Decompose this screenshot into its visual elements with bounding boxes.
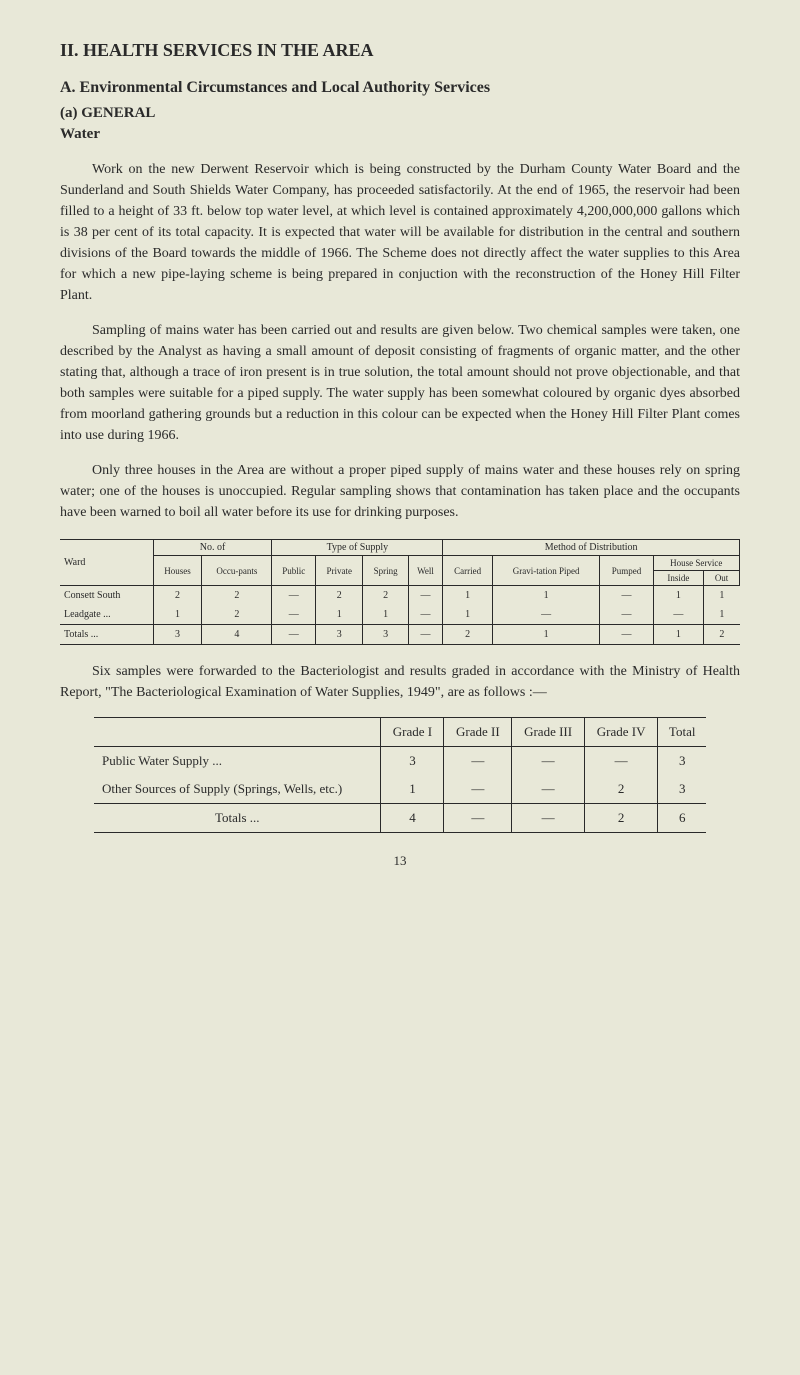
table-row: Consett South 2 2 — 2 2 — 1 1 — 1 1	[60, 586, 740, 606]
header-well: Well	[408, 556, 443, 586]
cell-out: 1	[704, 605, 740, 625]
cell-occupants: 4	[202, 625, 272, 645]
header-method: Method of Distribution	[443, 540, 740, 556]
cell-well: —	[408, 605, 443, 625]
section-title: II. HEALTH SERVICES IN THE AREA	[60, 40, 740, 61]
cell-g3: —	[512, 747, 585, 776]
cell-g1: 4	[381, 804, 444, 833]
cell-occupants: 2	[202, 605, 272, 625]
header-private: Private	[316, 556, 363, 586]
cell-carried: 1	[443, 605, 493, 625]
header-inside: Inside	[653, 571, 704, 586]
totals-row: Totals ... 3 4 — 3 3 — 2 1 — 1 2	[60, 625, 740, 645]
cell-pumped: —	[600, 605, 653, 625]
cell-ward: Consett South	[60, 586, 153, 606]
header-pumped: Pumped	[600, 556, 653, 586]
distribution-table: Ward No. of Type of Supply Method of Dis…	[60, 539, 740, 645]
cell-private: 2	[316, 586, 363, 606]
cell-spring: 2	[363, 586, 408, 606]
cell-private: 1	[316, 605, 363, 625]
cell-private: 3	[316, 625, 363, 645]
header-occupants: Occu-pants	[202, 556, 272, 586]
paragraph-3: Only three houses in the Area are withou…	[60, 460, 740, 523]
paragraph-4: Six samples were forwarded to the Bacter…	[60, 661, 740, 703]
header-house-service: House Service	[653, 556, 739, 571]
header-out: Out	[704, 571, 740, 586]
table-row: Other Sources of Supply (Springs, Wells,…	[94, 775, 706, 804]
cell-houses: 2	[153, 586, 202, 606]
cell-inside: 1	[653, 586, 704, 606]
subheading: Water	[60, 126, 740, 143]
cell-label: Other Sources of Supply (Springs, Wells,…	[94, 775, 381, 804]
cell-inside: 1	[653, 625, 704, 645]
header-grade2: Grade II	[444, 718, 512, 747]
header-grade3: Grade III	[512, 718, 585, 747]
page-number: 13	[60, 853, 740, 869]
cell-public: —	[272, 605, 316, 625]
cell-g4: 2	[584, 804, 657, 833]
cell-g3: —	[512, 775, 585, 804]
header-type-supply: Type of Supply	[272, 540, 443, 556]
header-total: Total	[658, 718, 706, 747]
cell-total: 3	[658, 747, 706, 776]
cell-gravitation: 1	[492, 625, 599, 645]
header-blank	[94, 718, 381, 747]
paragraph-1: Work on the new Derwent Reservoir which …	[60, 159, 740, 306]
header-spring: Spring	[363, 556, 408, 586]
cell-out: 2	[704, 625, 740, 645]
header-no-of: No. of	[153, 540, 272, 556]
cell-g4: 2	[584, 775, 657, 804]
cell-spring: 3	[363, 625, 408, 645]
cell-public: —	[272, 586, 316, 606]
cell-g1: 1	[381, 775, 444, 804]
cell-gravitation: —	[492, 605, 599, 625]
cell-g4: —	[584, 747, 657, 776]
cell-public: —	[272, 625, 316, 645]
cell-g1: 3	[381, 747, 444, 776]
grades-table: Grade I Grade II Grade III Grade IV Tota…	[94, 717, 706, 833]
header-public: Public	[272, 556, 316, 586]
cell-out: 1	[704, 586, 740, 606]
cell-gravitation: 1	[492, 586, 599, 606]
cell-g3: —	[512, 804, 585, 833]
cell-total: 6	[658, 804, 706, 833]
cell-houses: 3	[153, 625, 202, 645]
header-grade1: Grade I	[381, 718, 444, 747]
cell-inside: —	[653, 605, 704, 625]
cell-houses: 1	[153, 605, 202, 625]
paragraph-2: Sampling of mains water has been carried…	[60, 320, 740, 446]
cell-well: —	[408, 625, 443, 645]
cell-well: —	[408, 586, 443, 606]
table-row: Public Water Supply ... 3 — — — 3	[94, 747, 706, 776]
cell-ward: Totals ...	[60, 625, 153, 645]
subsub-title: (a) GENERAL	[60, 105, 740, 122]
cell-pumped: —	[600, 625, 653, 645]
cell-label: Public Water Supply ...	[94, 747, 381, 776]
cell-carried: 2	[443, 625, 493, 645]
header-carried: Carried	[443, 556, 493, 586]
cell-label: Totals ...	[94, 804, 381, 833]
cell-occupants: 2	[202, 586, 272, 606]
totals-row: Totals ... 4 — — 2 6	[94, 804, 706, 833]
cell-g2: —	[444, 775, 512, 804]
header-gravitation: Gravi-tation Piped	[492, 556, 599, 586]
cell-g2: —	[444, 747, 512, 776]
cell-g2: —	[444, 804, 512, 833]
cell-ward: Leadgate ...	[60, 605, 153, 625]
table-row: Leadgate ... 1 2 — 1 1 — 1 — — — 1	[60, 605, 740, 625]
cell-carried: 1	[443, 586, 493, 606]
header-ward: Ward	[60, 540, 153, 586]
cell-total: 3	[658, 775, 706, 804]
subsection-title: A. Environmental Circumstances and Local…	[60, 79, 740, 97]
cell-pumped: —	[600, 586, 653, 606]
header-houses: Houses	[153, 556, 202, 586]
cell-spring: 1	[363, 605, 408, 625]
header-grade4: Grade IV	[584, 718, 657, 747]
